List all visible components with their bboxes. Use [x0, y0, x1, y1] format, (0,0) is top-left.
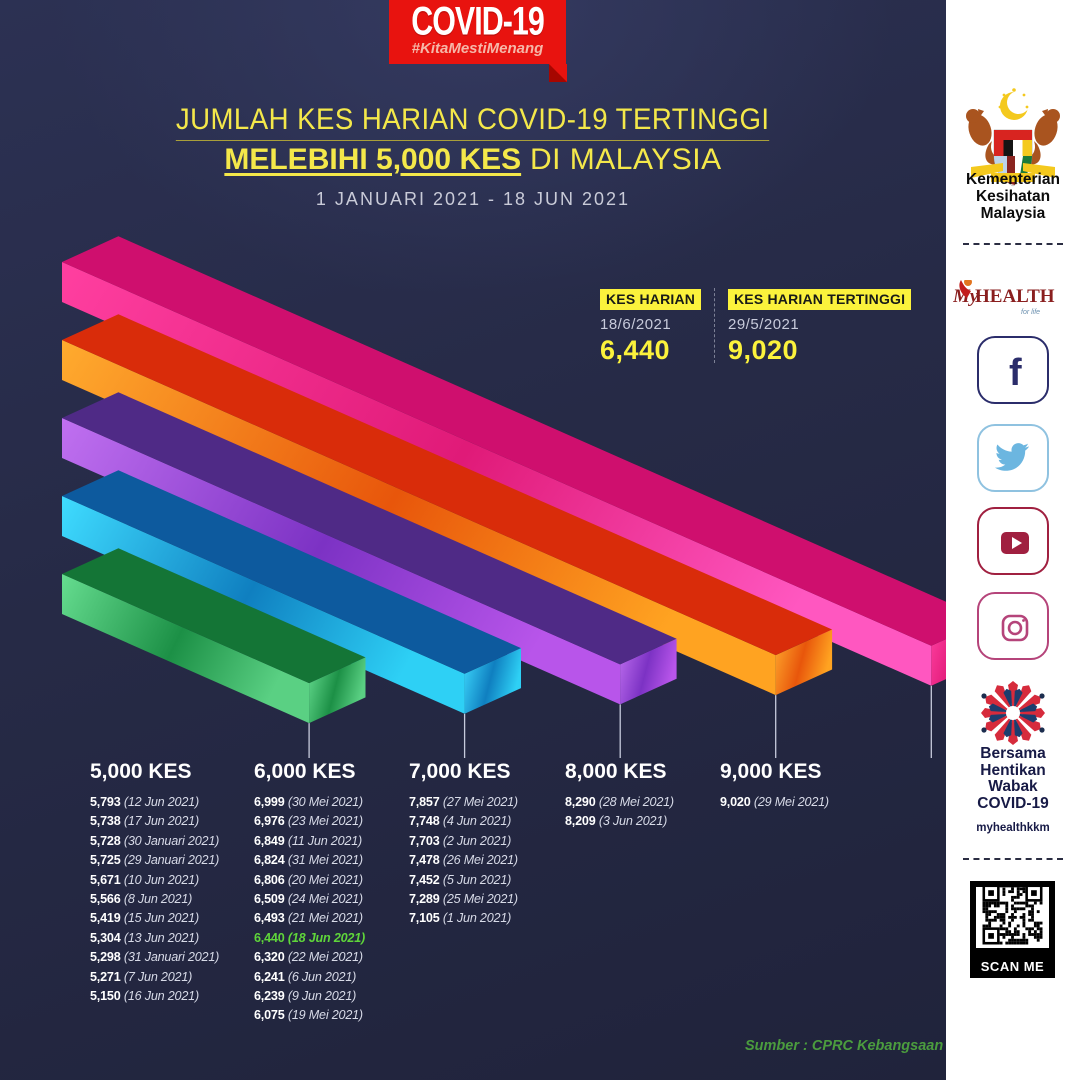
svg-text:for life: for life	[1021, 309, 1040, 316]
svg-text:f: f	[1009, 352, 1022, 394]
svg-text:HEALTH: HEALTH	[975, 286, 1055, 307]
